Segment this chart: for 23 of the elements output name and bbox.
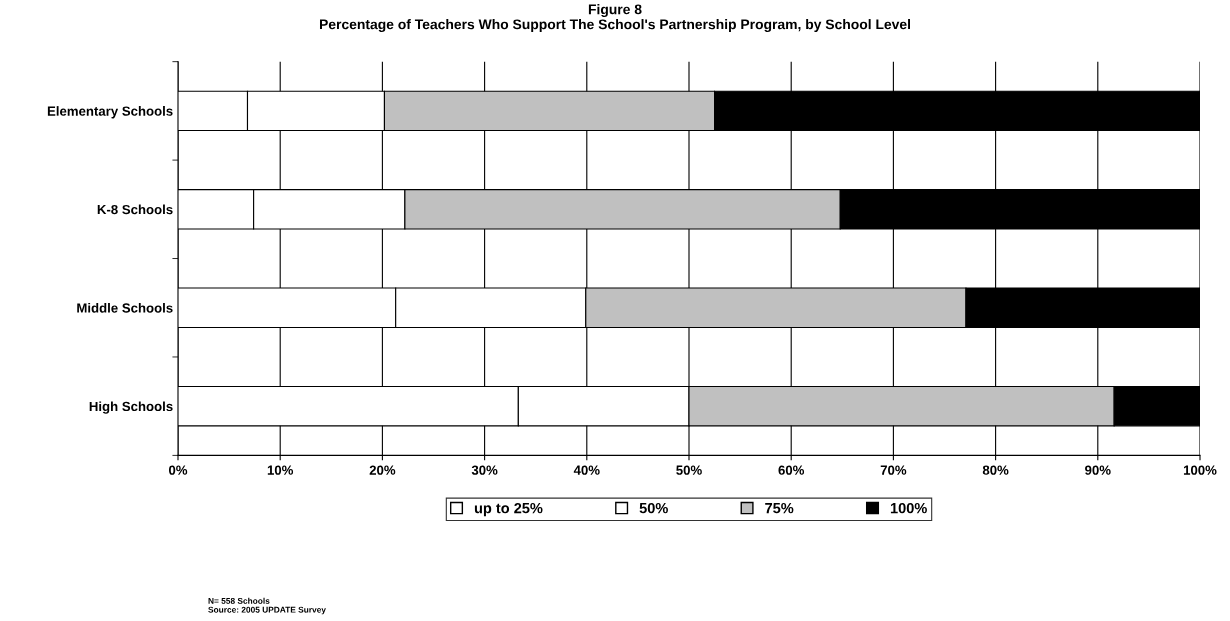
x-tick-label: 0%	[168, 465, 188, 475]
legend-label: 50%	[639, 502, 668, 514]
y-tick-label: Middle Schools	[77, 302, 173, 313]
x-tick-label: 20%	[369, 465, 396, 475]
legend-label: 75%	[765, 503, 794, 514]
x-tick-label: 10%	[267, 465, 294, 475]
y-tick-label: K-8 Schools	[97, 204, 173, 215]
x-tick-label: 80%	[982, 465, 1009, 475]
chart-title: Figure 8	[588, 4, 642, 18]
y-tick-label: Elementary Schools	[47, 106, 173, 119]
text: N= 558 Schools	[208, 597, 270, 604]
x-tick-label: 40%	[573, 465, 600, 475]
x-tick-label: 100%	[1183, 465, 1217, 475]
x-tick-label: 50%	[676, 465, 702, 475]
source-note: Source: 2005 UPDATE Survey	[208, 606, 326, 615]
x-tick-label: 30%	[471, 465, 498, 475]
x-tick-label: 90%	[1085, 465, 1111, 475]
x-tick-label: 70%	[880, 465, 907, 475]
legend-label: 100%	[890, 502, 927, 514]
legend-label: up to 25%	[474, 502, 543, 517]
x-tick-label: 60%	[778, 465, 805, 475]
chart-subtitle: Percentage of Teachers Who Support The School's Partnership Program, by School Level	[319, 19, 910, 33]
y-tick-label: High Schools	[89, 401, 173, 414]
